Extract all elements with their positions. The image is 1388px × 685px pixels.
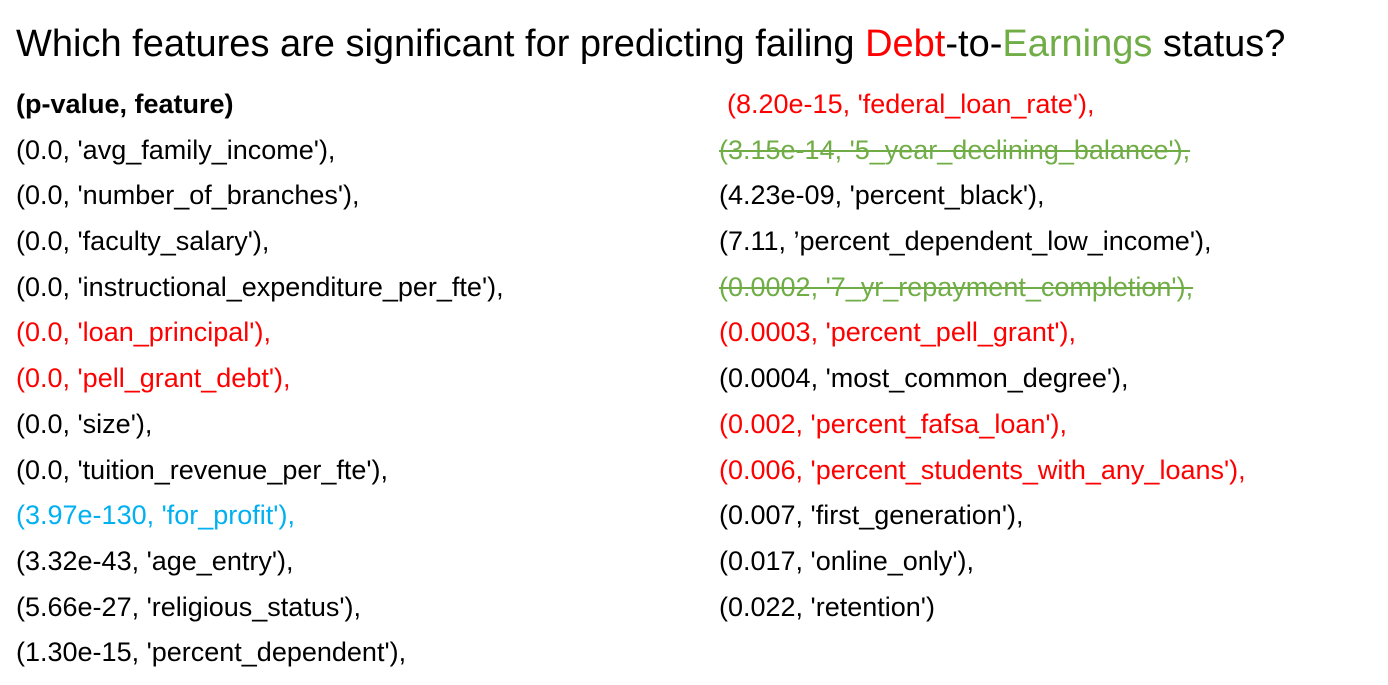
title-mid: -to- [945,23,1003,65]
list-item-highlighted-red: (0.006, 'percent_students_with_any_loans… [719,454,1246,485]
list-item: (0.0, 'instructional_expenditure_per_fte… [16,271,504,302]
list-header: (p-value, feature) [16,89,234,119]
title-earnings-word: Earnings [1002,23,1153,65]
list-item: (0.0, 'tuition_revenue_per_fte'), [16,454,389,485]
list-item: (3.32e-43, 'age_entry'), [16,545,294,576]
list-item: (4.23e-09, 'percent_black'), [719,180,1045,211]
list-item: (0.0, 'faculty_salary'), [16,226,270,257]
list-item-highlighted-red: (0.0, 'pell_grant_debt'), [16,363,291,394]
list-item-struck-green: (0.0002, '7_yr_repayment_completion'), [719,265,1246,311]
list-item: (0.007, 'first_generation'), [719,500,1024,531]
list-item: (5.66e-27, 'religious_status'), [16,591,361,622]
list-item-highlighted-blue: (3.97e-130, 'for_profit'), [16,500,295,531]
list-item-highlighted-red: (8.20e-15, 'federal_loan_rate'), [727,89,1095,119]
strikethrough-text: (3.15e-14, '5_year_declining_balance'), [719,134,1191,165]
list-item-highlighted-red: (0.0, 'loan_principal'), [16,317,271,348]
list-item: (0.017, 'online_only'), [719,545,974,576]
list-item-highlighted-red: (0.0003, 'percent_pell_grant'), [719,317,1077,348]
list-item-struck-green: (3.15e-14, '5_year_declining_balance'), [719,128,1246,174]
title-part1: Which features are significant for predi… [16,23,866,65]
title-part2: status? [1152,23,1286,65]
slide-title: Which features are significant for predi… [16,14,1285,74]
list-item: (0.0004, 'most_common_degree'), [719,363,1129,394]
list-item-highlighted-red: (0.002, 'percent_fafsa_loan'), [719,408,1068,439]
right-feature-list: (8.20e-15, 'federal_loan_rate'), (3.15e-… [719,82,1246,630]
list-item: (1.30e-15, 'percent_dependent'), [16,637,407,668]
title-debt-word: Debt [865,23,946,65]
list-item: (0.022, 'retention') [719,591,935,622]
list-item: (0.0, 'avg_family_income'), [16,134,336,165]
list-item: (0.0, 'size'), [16,408,153,439]
list-item: (7.11, ’percent_dependent_low_income'), [719,226,1212,257]
list-item: (0.0, 'number_of_branches'), [16,180,360,211]
strikethrough-text: (0.0002, '7_yr_repayment_completion'), [719,271,1194,302]
left-feature-list: (p-value, feature) (0.0, 'avg_family_inc… [16,82,504,676]
